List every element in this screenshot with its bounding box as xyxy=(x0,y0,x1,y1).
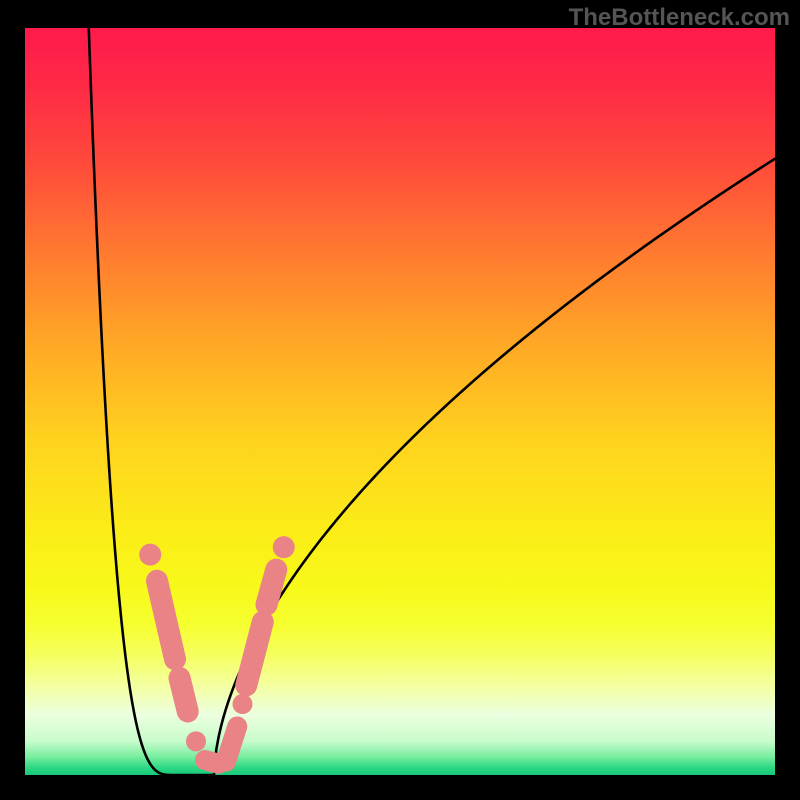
plot-svg xyxy=(25,28,775,775)
marker-dot xyxy=(233,694,253,714)
plot-area xyxy=(25,28,775,775)
marker-capsule xyxy=(226,726,237,761)
marker-dot xyxy=(273,536,295,558)
gradient-background xyxy=(25,28,775,775)
marker-capsule xyxy=(180,678,188,712)
marker-dot xyxy=(139,544,161,566)
chart-frame: TheBottleneck.com xyxy=(0,0,800,800)
watermark-text: TheBottleneck.com xyxy=(569,4,790,32)
marker-capsule xyxy=(267,570,277,605)
marker-dot xyxy=(186,731,206,751)
